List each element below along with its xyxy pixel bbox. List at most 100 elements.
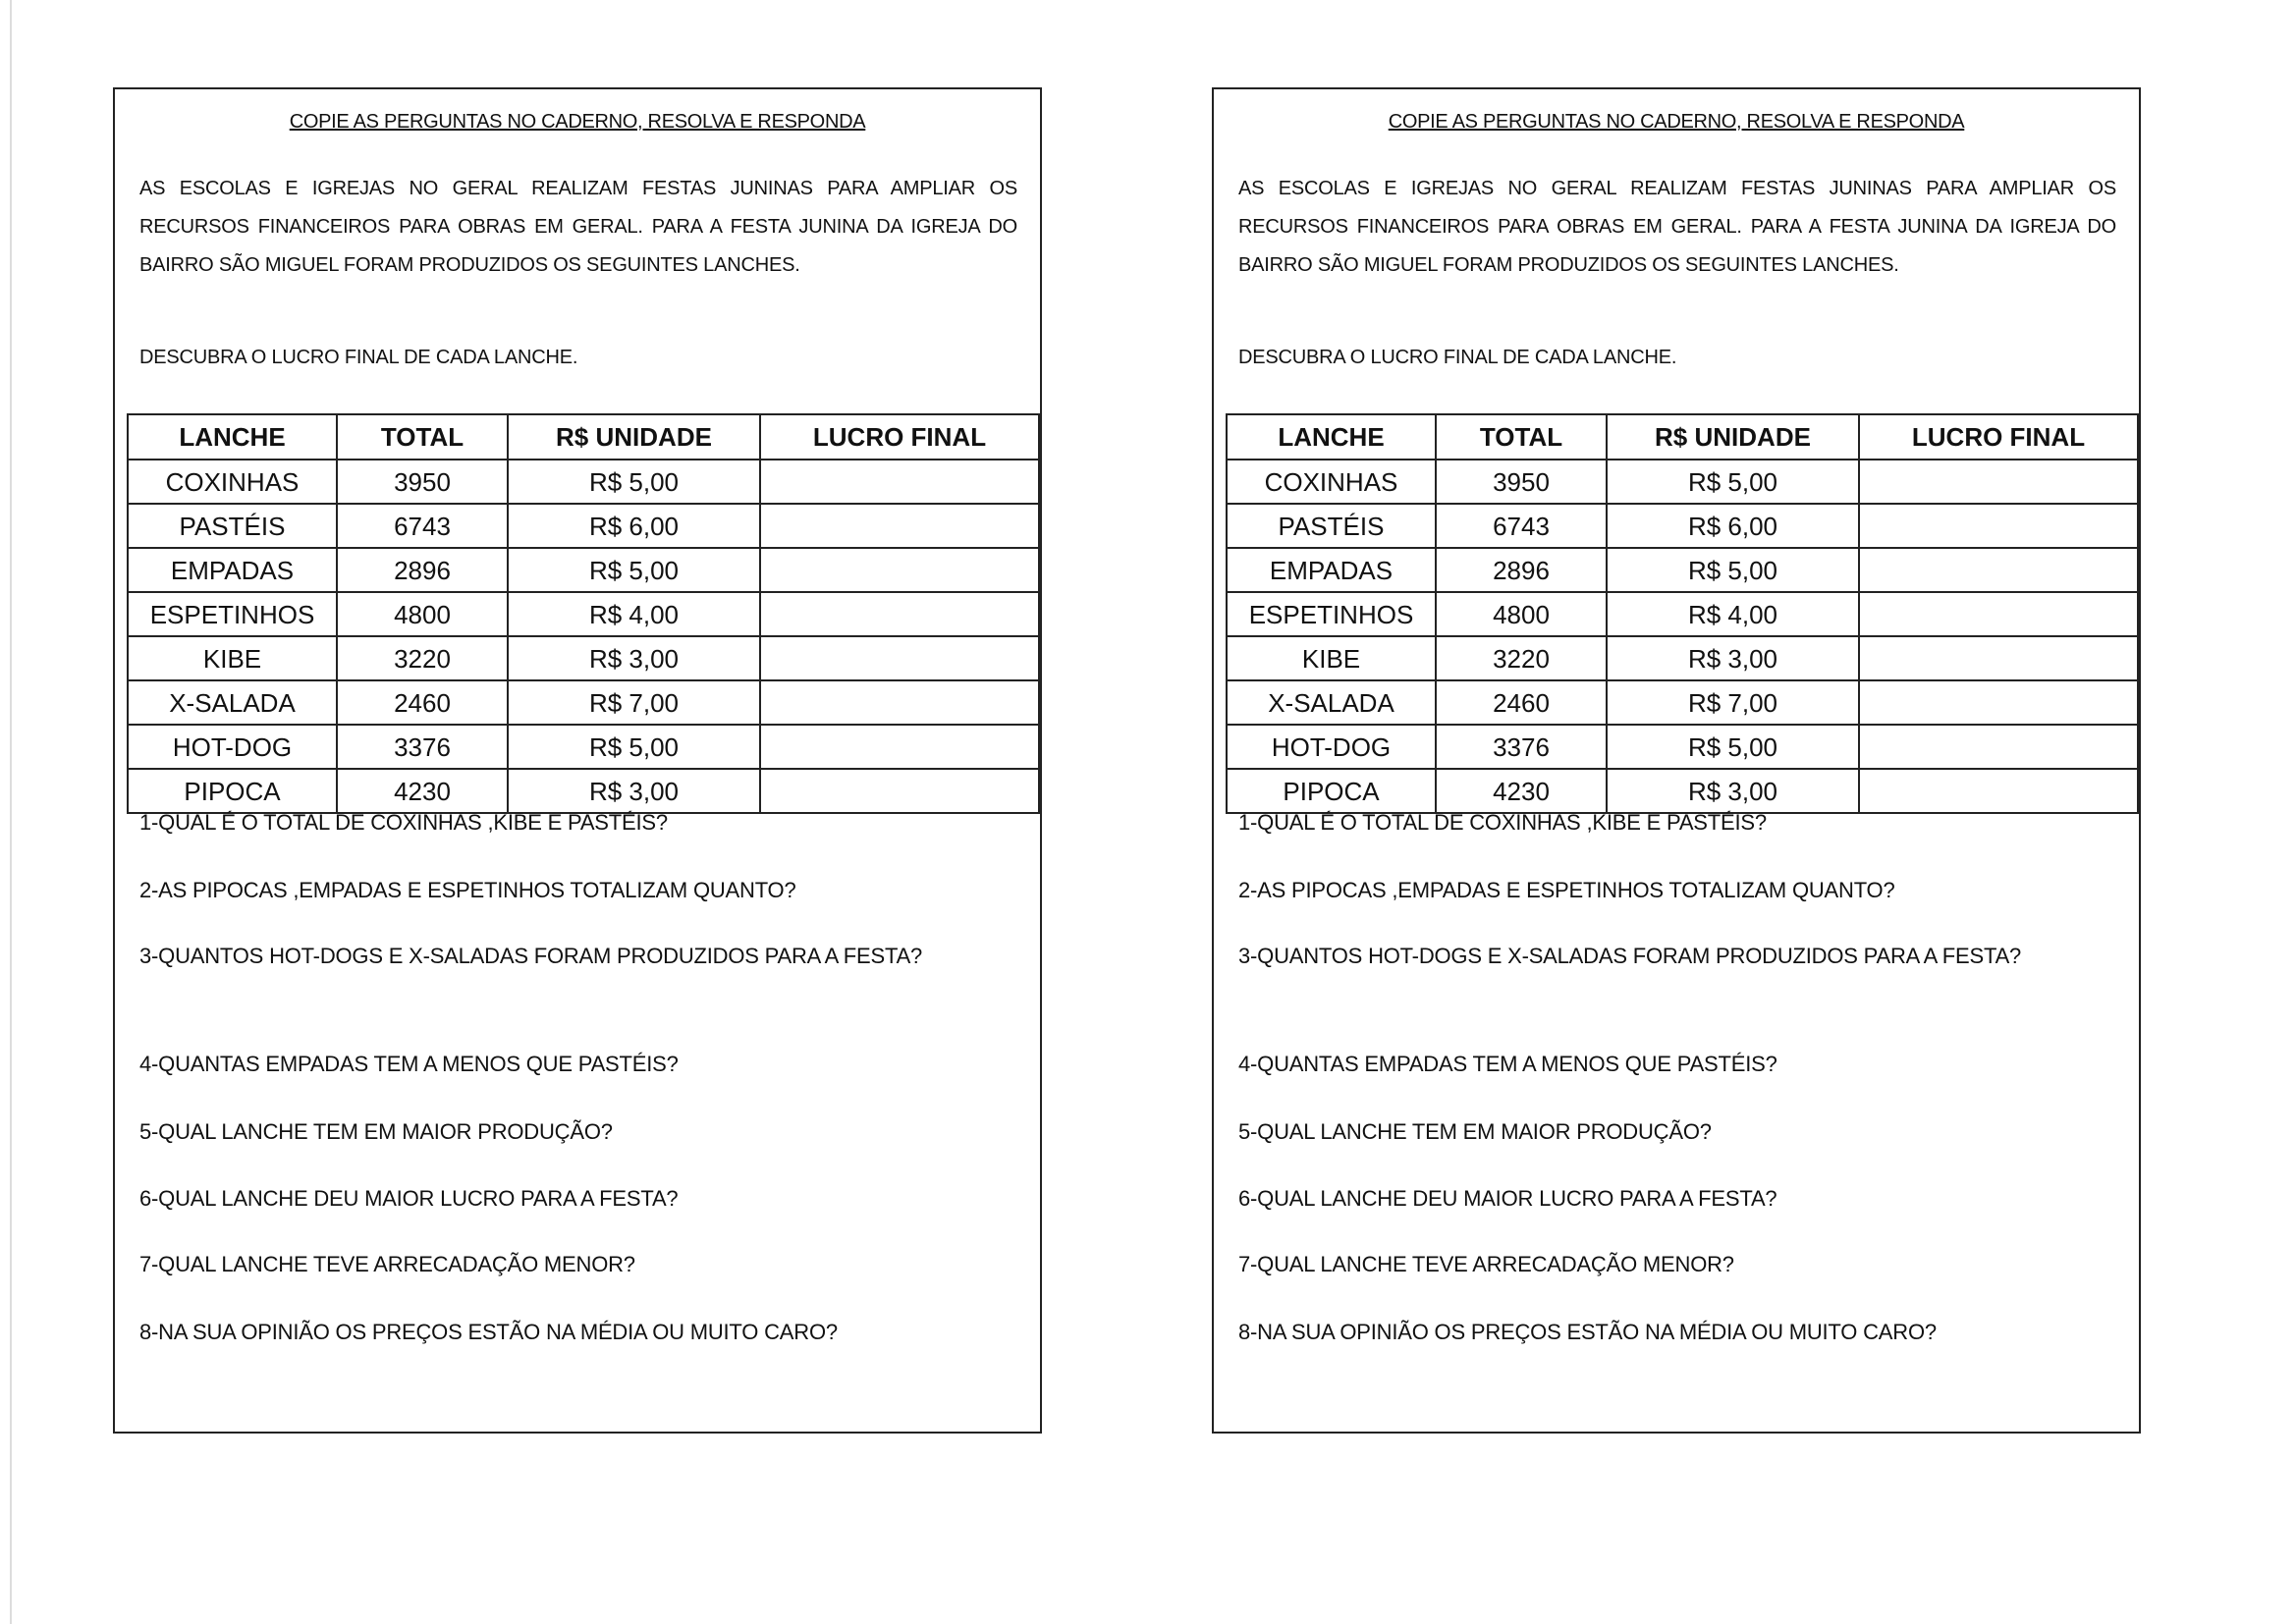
lucro-final-cell: [1858, 768, 2139, 814]
column-header: LUCRO FINAL: [759, 413, 1040, 460]
column-header: TOTAL: [336, 413, 509, 460]
question: 4-QUANTAS EMPADAS TEM A MENOS QUE PASTÉI…: [139, 1052, 679, 1076]
table-header-row: LANCHE TOTAL R$ UNIDADE LUCRO FINAL: [127, 413, 1040, 460]
question: 6-QUAL LANCHE DEU MAIOR LUCRO PARA A FES…: [1238, 1186, 1777, 1211]
question: 7-QUAL LANCHE TEVE ARRECADAÇÃO MENOR?: [1238, 1252, 1734, 1276]
column-header: R$ UNIDADE: [507, 413, 761, 460]
worksheet-left: COPIE AS PERGUNTAS NO CADERNO, RESOLVA E…: [113, 87, 1042, 1434]
column-header: LUCRO FINAL: [1858, 413, 2139, 460]
column-header: R$ UNIDADE: [1606, 413, 1860, 460]
table-row: EMPADAS 2896 R$ 5,00: [127, 547, 1040, 593]
table-row: COXINHAS 3950 R$ 5,00: [1226, 459, 2139, 505]
lucro-final-cell: [1858, 635, 2139, 681]
question: 3-QUANTOS HOT-DOGS E X-SALADAS FORAM PRO…: [1238, 944, 2022, 968]
table-cell: R$ 5,00: [1606, 547, 1860, 593]
table-row: EMPADAS 2896 R$ 5,00: [1226, 547, 2139, 593]
intro-paragraph: AS ESCOLAS E IGREJAS NO GERAL REALIZAM F…: [1238, 178, 2116, 276]
snack-table: LANCHE TOTAL R$ UNIDADE LUCRO FINAL COXINHAS…: [127, 413, 1040, 814]
table-cell: PIPOCA: [1226, 768, 1437, 814]
lucro-final-cell: [759, 547, 1040, 593]
table-header-row: LANCHE TOTAL R$ UNIDADE LUCRO FINAL: [1226, 413, 2139, 460]
lucro-final-cell: [1858, 459, 2139, 505]
table-cell: R$ 6,00: [507, 503, 761, 549]
table-row: PASTÉIS 6743 R$ 6,00: [1226, 503, 2139, 549]
column-header: LANCHE: [1226, 413, 1437, 460]
question: 3-QUANTOS HOT-DOGS E X-SALADAS FORAM PRO…: [139, 944, 923, 968]
table-row: X-SALADA 2460 R$ 7,00: [127, 679, 1040, 726]
lucro-final-cell: [759, 591, 1040, 637]
lucro-final-cell: [759, 503, 1040, 549]
table-cell: PASTÉIS: [127, 503, 338, 549]
question: 8-NA SUA OPINIÃO OS PREÇOS ESTÃO NA MÉDI…: [139, 1320, 838, 1344]
lucro-final-cell: [1858, 547, 2139, 593]
table-cell: R$ 3,00: [1606, 635, 1860, 681]
table-cell: R$ 7,00: [1606, 679, 1860, 726]
table-cell: 2896: [1435, 547, 1608, 593]
table-row: PIPOCA 4230 R$ 3,00: [1226, 768, 2139, 814]
table-row: HOT-DOG 3376 R$ 5,00: [1226, 724, 2139, 770]
table-cell: R$ 7,00: [507, 679, 761, 726]
table-cell: 3376: [1435, 724, 1608, 770]
question: 2-AS PIPOCAS ,EMPADAS E ESPETINHOS TOTAL…: [1238, 878, 1895, 902]
table-cell: 4230: [336, 768, 509, 814]
lucro-final-cell: [759, 635, 1040, 681]
question: 7-QUAL LANCHE TEVE ARRECADAÇÃO MENOR?: [139, 1252, 635, 1276]
table-row: ESPETINHOS 4800 R$ 4,00: [127, 591, 1040, 637]
column-header: TOTAL: [1435, 413, 1608, 460]
table-cell: 3220: [336, 635, 509, 681]
lucro-final-cell: [1858, 591, 2139, 637]
table-cell: 4800: [1435, 591, 1608, 637]
question: 8-NA SUA OPINIÃO OS PREÇOS ESTÃO NA MÉDI…: [1238, 1320, 1937, 1344]
table-row: ESPETINHOS 4800 R$ 4,00: [1226, 591, 2139, 637]
table-cell: EMPADAS: [1226, 547, 1437, 593]
table-cell: 4800: [336, 591, 509, 637]
table-cell: X-SALADA: [127, 679, 338, 726]
lucro-final-cell: [759, 459, 1040, 505]
table-cell: 2896: [336, 547, 509, 593]
question: 5-QUAL LANCHE TEM EM MAIOR PRODUÇÃO?: [139, 1119, 613, 1144]
table-cell: 3950: [336, 459, 509, 505]
lucro-final-cell: [759, 679, 1040, 726]
table-cell: 6743: [1435, 503, 1608, 549]
lucro-final-cell: [759, 724, 1040, 770]
table-cell: 3950: [1435, 459, 1608, 505]
lucro-final-cell: [1858, 503, 2139, 549]
table-cell: PIPOCA: [127, 768, 338, 814]
lucro-final-cell: [759, 768, 1040, 814]
table-cell: X-SALADA: [1226, 679, 1437, 726]
question: 1-QUAL É O TOTAL DE COXINHAS ,KIBE E PAS…: [139, 810, 668, 835]
table-row: X-SALADA 2460 R$ 7,00: [1226, 679, 2139, 726]
intro-paragraph: AS ESCOLAS E IGREJAS NO GERAL REALIZAM F…: [139, 178, 1017, 276]
table-cell: R$ 5,00: [507, 459, 761, 505]
column-header: LANCHE: [127, 413, 338, 460]
table-cell: R$ 4,00: [1606, 591, 1860, 637]
table-cell: ESPETINHOS: [127, 591, 338, 637]
worksheet-right: COPIE AS PERGUNTAS NO CADERNO, RESOLVA E…: [1212, 87, 2141, 1434]
table-cell: EMPADAS: [127, 547, 338, 593]
table-cell: KIBE: [127, 635, 338, 681]
question: 4-QUANTAS EMPADAS TEM A MENOS QUE PASTÉI…: [1238, 1052, 1777, 1076]
table-row: HOT-DOG 3376 R$ 5,00: [127, 724, 1040, 770]
table-row: KIBE 3220 R$ 3,00: [1226, 635, 2139, 681]
table-cell: R$ 3,00: [1606, 768, 1860, 814]
table-cell: HOT-DOG: [1226, 724, 1437, 770]
table-cell: R$ 4,00: [507, 591, 761, 637]
worksheet-title: COPIE AS PERGUNTAS NO CADERNO, RESOLVA E…: [1388, 111, 1965, 133]
instruction-text: DESCUBRA O LUCRO FINAL DE CADA LANCHE.: [139, 347, 578, 368]
table-cell: R$ 5,00: [507, 724, 761, 770]
question: 5-QUAL LANCHE TEM EM MAIOR PRODUÇÃO?: [1238, 1119, 1712, 1144]
table-cell: R$ 3,00: [507, 768, 761, 814]
table-cell: ESPETINHOS: [1226, 591, 1437, 637]
table-cell: R$ 6,00: [1606, 503, 1860, 549]
question: 6-QUAL LANCHE DEU MAIOR LUCRO PARA A FES…: [139, 1186, 679, 1211]
scan-edge: [10, 0, 12, 1624]
table-cell: PASTÉIS: [1226, 503, 1437, 549]
table-cell: R$ 3,00: [507, 635, 761, 681]
table-cell: R$ 5,00: [1606, 724, 1860, 770]
table-cell: 2460: [336, 679, 509, 726]
table-cell: R$ 5,00: [507, 547, 761, 593]
question: 1-QUAL É O TOTAL DE COXINHAS ,KIBE E PAS…: [1238, 810, 1767, 835]
table-cell: HOT-DOG: [127, 724, 338, 770]
lucro-final-cell: [1858, 679, 2139, 726]
question: 2-AS PIPOCAS ,EMPADAS E ESPETINHOS TOTAL…: [139, 878, 796, 902]
